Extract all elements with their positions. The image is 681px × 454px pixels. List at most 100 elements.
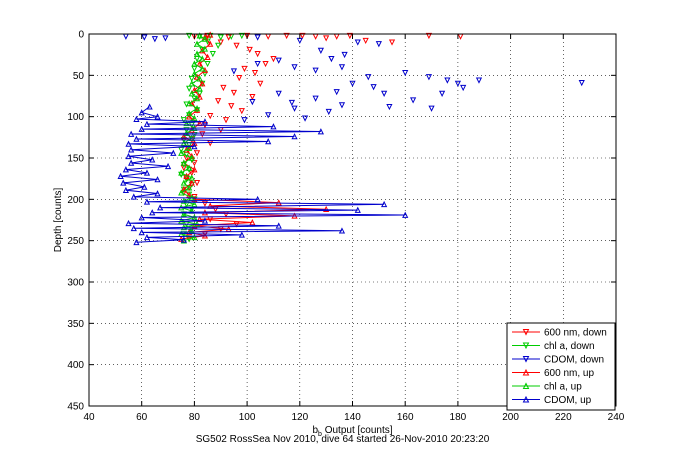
data-point (312, 95, 319, 102)
dive-caption: SG502 RossSea Nov 2010, dive 64 started … (196, 434, 490, 445)
axis-ticks: 40 60 80 100 120 140 160 180 200 220 240 0 50 100 150 2… (67, 30, 624, 424)
data-point (193, 40, 201, 47)
data-point (186, 100, 193, 107)
data-point (246, 46, 253, 54)
data-point (149, 209, 156, 216)
data-point (362, 37, 369, 45)
data-point (193, 150, 201, 157)
data-point (388, 39, 396, 46)
legend-label: CDOM, down (544, 355, 604, 366)
data-point (193, 106, 201, 113)
x-tick-label: 120 (291, 412, 308, 423)
legend-swatch-marker (522, 368, 530, 376)
data-point (207, 31, 214, 38)
data-point (312, 67, 319, 74)
data-point (460, 84, 467, 92)
data-point (238, 231, 245, 238)
data-point (186, 144, 193, 151)
x-axis-label-main: b (312, 425, 318, 436)
data-point (204, 53, 211, 60)
legend: 600 nm, down chl a, down CDOM, down 600 nm,… (506, 322, 616, 411)
data-point (291, 105, 298, 112)
legend-label: 600 nm, up (544, 368, 594, 379)
data-point (365, 74, 372, 81)
data-point (183, 119, 190, 127)
data-point (275, 222, 282, 229)
data-point (323, 35, 330, 42)
data-point (199, 55, 206, 62)
data-point (143, 198, 151, 205)
legend-item: chl a, down (512, 341, 595, 352)
data-point (275, 90, 282, 97)
data-point (188, 80, 195, 87)
series-layer (117, 31, 585, 246)
data-point (162, 35, 169, 42)
data-point (201, 217, 209, 224)
data-point (233, 42, 240, 49)
y-tick-label: 350 (67, 319, 84, 330)
x-tick-label: 100 (239, 412, 256, 423)
x-tick-label: 140 (344, 412, 361, 423)
data-point (178, 235, 185, 242)
data-point (438, 90, 446, 97)
data-point (207, 113, 214, 120)
data-point (370, 84, 377, 91)
series-line (120, 106, 406, 243)
data-point (193, 50, 201, 57)
data-point (186, 113, 193, 120)
data-point (338, 227, 346, 234)
data-point (381, 200, 388, 208)
data-point (409, 97, 417, 104)
data-point (154, 190, 161, 197)
data-point (402, 70, 409, 77)
data-point (199, 80, 206, 87)
data-point (143, 120, 151, 127)
data-point (254, 60, 261, 68)
data-point (275, 57, 282, 64)
data-point (386, 103, 393, 111)
legend-swatch-marker (522, 342, 530, 350)
data-point (183, 176, 190, 183)
data-point (128, 146, 135, 153)
y-tick-label: 100 (67, 112, 84, 123)
data-point (201, 118, 209, 125)
x-tick-label: 180 (450, 412, 467, 423)
data-point (243, 32, 251, 40)
data-point (196, 75, 203, 82)
data-point (170, 149, 177, 156)
y-tick-label: 150 (67, 154, 84, 165)
y-tick-label: 200 (67, 195, 84, 206)
data-point (120, 179, 127, 186)
data-point (186, 184, 193, 191)
data-point (122, 186, 129, 194)
data-point (188, 152, 195, 160)
series-2 (122, 33, 585, 124)
legend-swatch-marker (522, 395, 530, 403)
data-point (301, 115, 309, 122)
data-point (262, 60, 269, 68)
x-axis-label-rest: Output [counts] (322, 425, 393, 436)
data-point (444, 77, 451, 84)
data-point (180, 236, 187, 243)
data-point (254, 51, 261, 58)
data-point (265, 138, 272, 145)
data-point (186, 32, 193, 40)
y-tick-label: 0 (78, 30, 84, 41)
data-point (249, 98, 256, 106)
data-point (325, 108, 332, 116)
data-point (191, 60, 198, 67)
legend-label: 600 nm, down (544, 328, 607, 339)
data-point (270, 56, 277, 63)
data-point (428, 105, 435, 112)
y-tick-label: 50 (73, 71, 85, 82)
data-point (238, 32, 245, 40)
y-tick-label: 400 (67, 360, 84, 371)
data-point (196, 85, 203, 92)
data-point (191, 143, 198, 150)
data-point (141, 183, 148, 190)
data-point (425, 32, 433, 40)
legend-swatch-marker (522, 382, 530, 389)
data-point (230, 89, 238, 97)
legend-item: 600 nm, up (512, 368, 594, 379)
data-point (178, 169, 185, 176)
